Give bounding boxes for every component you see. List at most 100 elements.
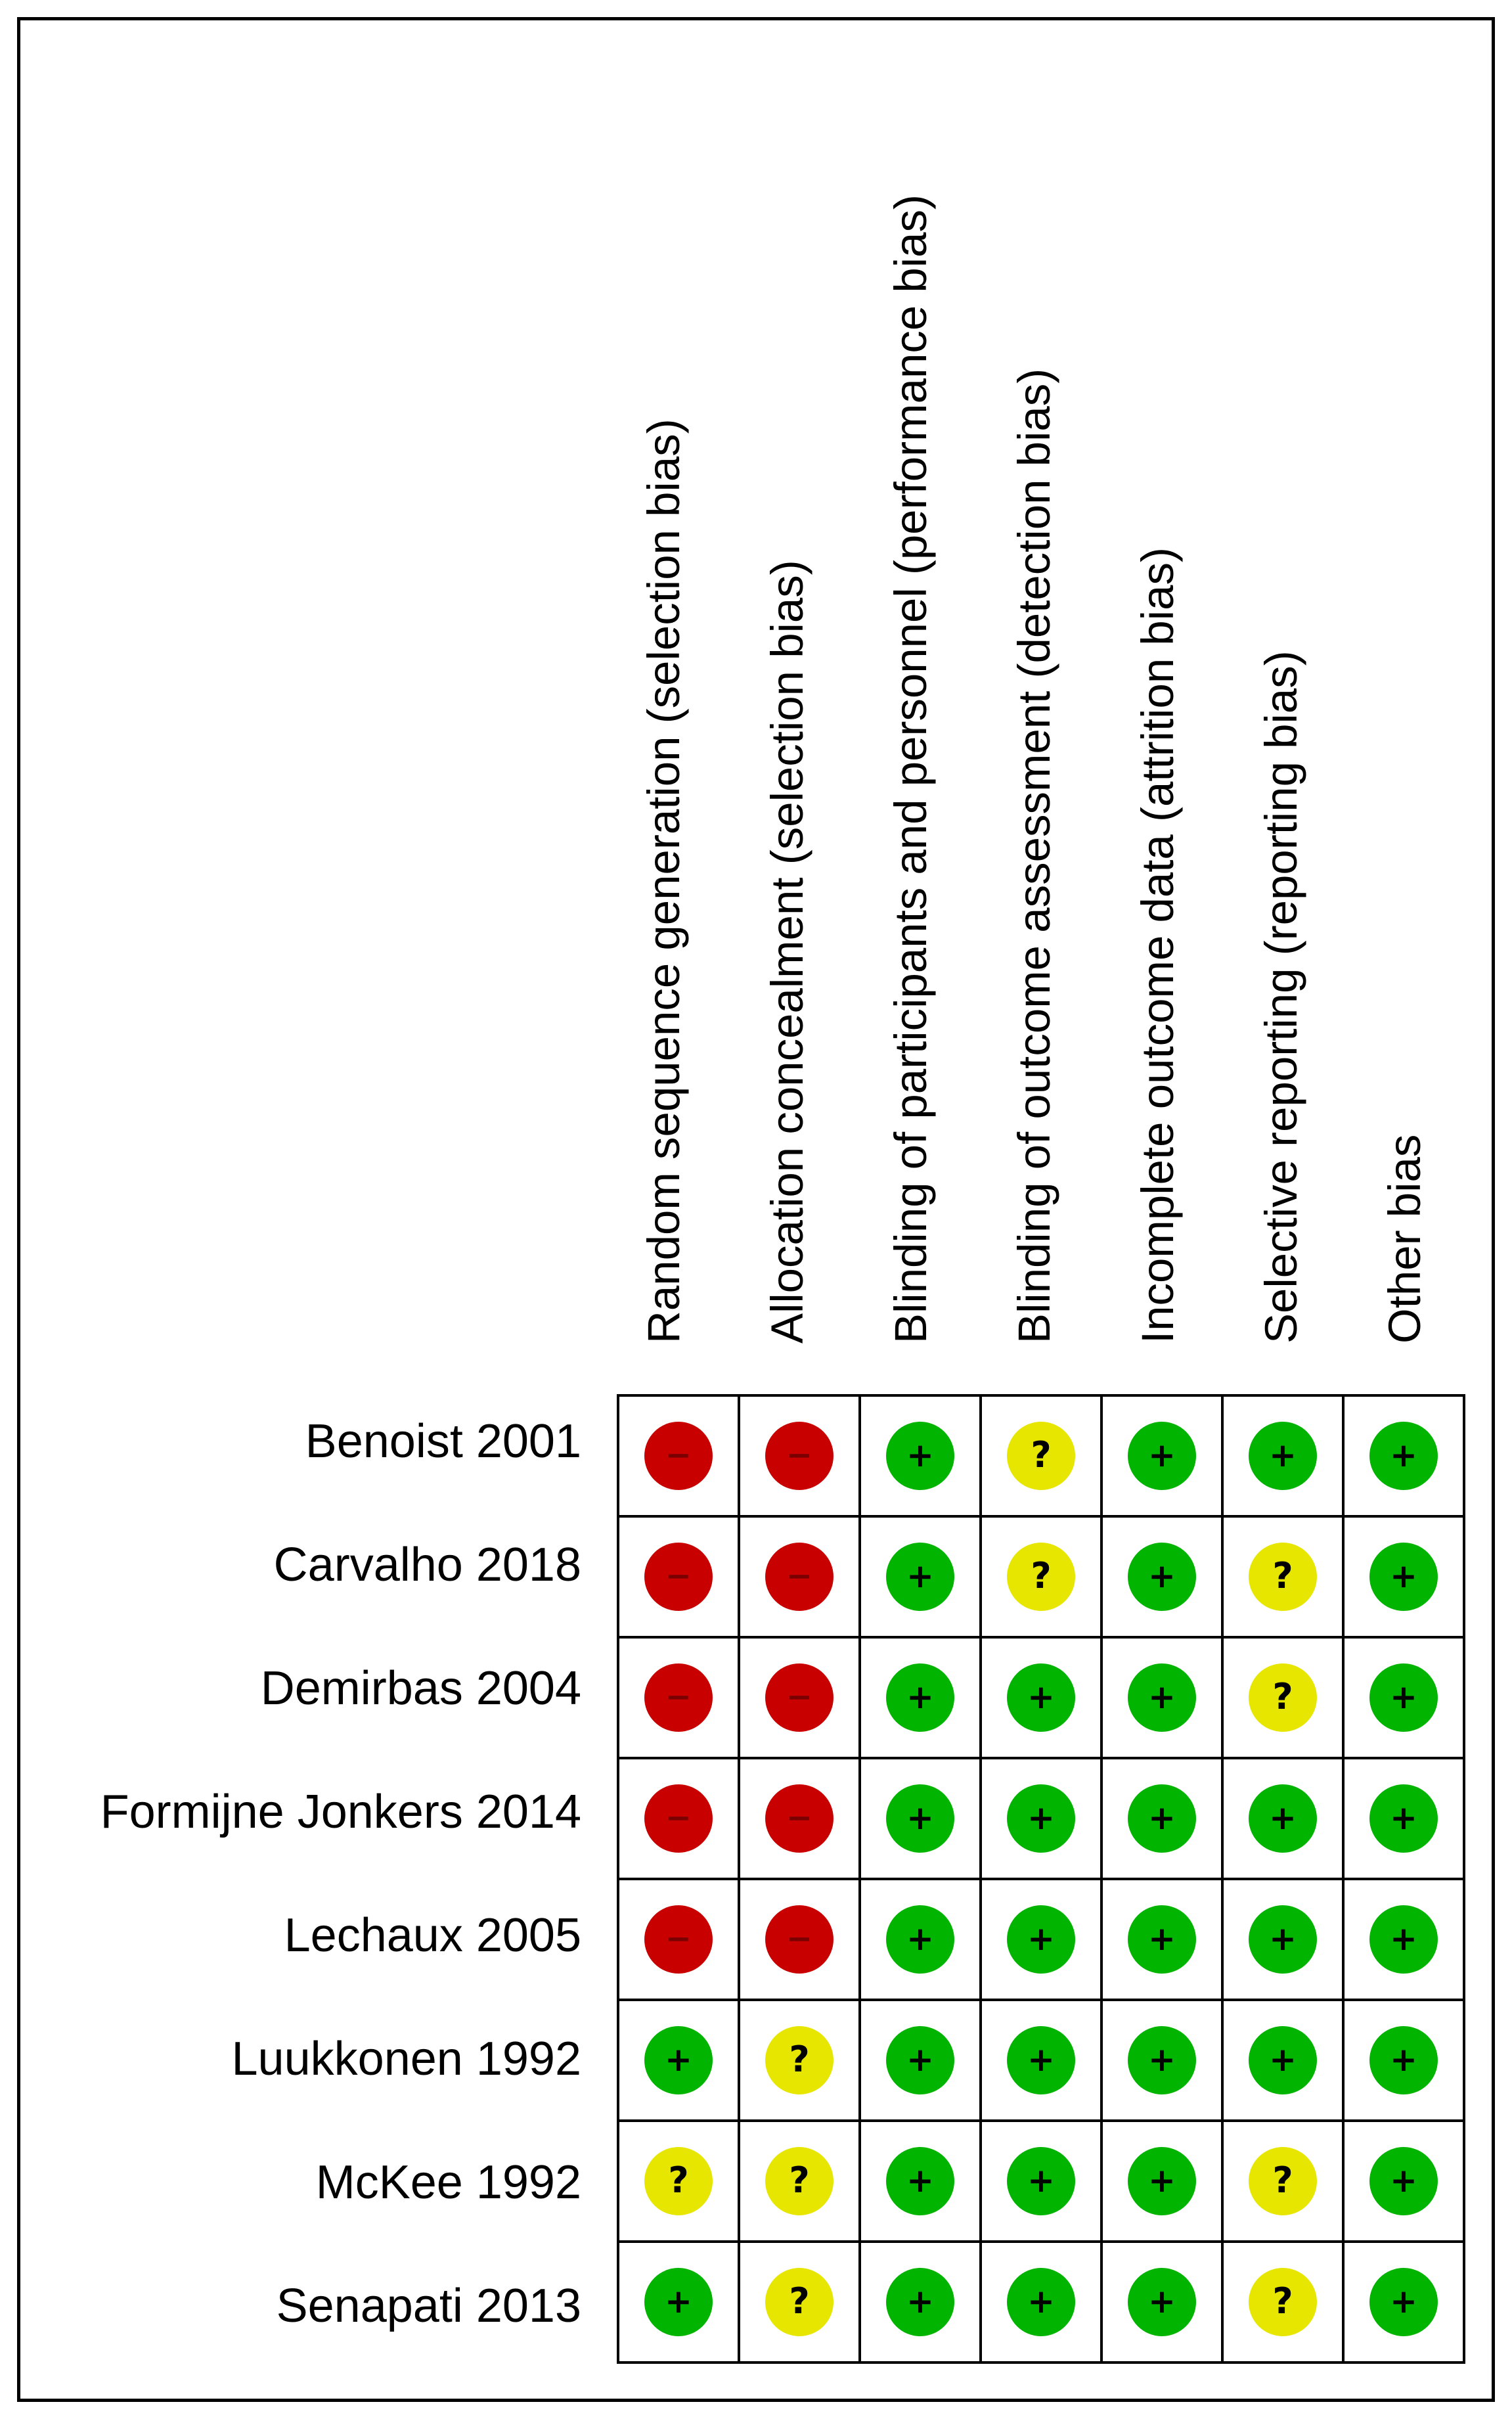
low-risk-icon: + xyxy=(1006,1663,1076,1732)
high-risk-symbol: − xyxy=(665,1558,692,1594)
low-risk-icon: + xyxy=(885,2146,955,2216)
high-risk-symbol: − xyxy=(665,1920,692,1957)
judgement-cell: + xyxy=(979,1999,1103,2122)
low-risk-icon: + xyxy=(1369,2146,1438,2216)
unclear-risk-icon: ? xyxy=(644,2146,713,2216)
judgement-cell: + xyxy=(979,2240,1103,2364)
low-risk-symbol: + xyxy=(1390,1678,1417,1716)
judgement-cell: ? xyxy=(1221,2240,1345,2364)
unclear-risk-icon: ? xyxy=(1248,1663,1318,1732)
judgement-cell: + xyxy=(979,1757,1103,1880)
table-row: − − + + + + + xyxy=(617,1878,1465,2001)
low-risk-symbol: + xyxy=(1269,1436,1297,1474)
low-risk-icon: + xyxy=(1248,1905,1318,1974)
high-risk-icon: − xyxy=(644,1663,713,1732)
judgement-cell: + xyxy=(1100,2240,1224,2364)
unclear-risk-symbol: ? xyxy=(1272,1555,1293,1596)
domain-header: Random sequence generation (selection bi… xyxy=(638,418,689,1344)
judgement-cell: + xyxy=(858,2240,982,2364)
low-risk-icon: + xyxy=(1127,2146,1197,2216)
unclear-risk-icon: ? xyxy=(1248,1542,1318,1612)
high-risk-symbol: − xyxy=(786,1558,812,1594)
judgement-cell: − xyxy=(738,1394,861,1518)
judgement-cell: + xyxy=(979,2119,1103,2243)
low-risk-icon: + xyxy=(1127,1905,1197,1974)
low-risk-symbol: + xyxy=(906,2041,934,2079)
judgement-cell: ? xyxy=(979,1515,1103,1639)
judgement-cell: ? xyxy=(738,1999,861,2122)
low-risk-symbol: + xyxy=(665,2041,692,2079)
low-risk-symbol: + xyxy=(1148,1920,1176,1958)
high-risk-icon: − xyxy=(765,1905,834,1974)
low-risk-icon: + xyxy=(1006,2025,1076,2095)
low-risk-symbol: + xyxy=(1148,1436,1176,1474)
high-risk-icon: − xyxy=(765,1663,834,1732)
unclear-risk-symbol: ? xyxy=(1031,1434,1051,1476)
judgement-cell: + xyxy=(1100,1515,1224,1639)
judgement-cell: + xyxy=(617,2240,740,2364)
judgement-cell: − xyxy=(617,1878,740,2001)
low-risk-symbol: + xyxy=(1390,1557,1417,1595)
low-risk-symbol: + xyxy=(906,1799,934,1837)
high-risk-symbol: − xyxy=(786,1679,812,1715)
unclear-risk-icon: ? xyxy=(765,2025,834,2095)
unclear-risk-icon: ? xyxy=(1006,1542,1076,1612)
low-risk-icon: + xyxy=(1369,1784,1438,1853)
low-risk-symbol: + xyxy=(1027,1678,1055,1716)
judgement-cell: + xyxy=(1342,2119,1465,2243)
low-risk-symbol: + xyxy=(1148,1557,1176,1595)
risk-of-bias-grid: − − +? + + + − − +? +? + − − + + +? + − − + + + + + − − + + + + + +? + + +… xyxy=(617,1394,1465,2364)
high-risk-symbol: − xyxy=(786,1437,812,1474)
low-risk-symbol: + xyxy=(906,1920,934,1958)
judgement-cell: − xyxy=(738,1515,861,1639)
judgement-cell: + xyxy=(1342,1999,1465,2122)
judgement-cell: + xyxy=(1100,1757,1224,1880)
low-risk-symbol: + xyxy=(1269,1799,1297,1837)
judgement-cell: + xyxy=(858,1515,982,1639)
judgement-cell: + xyxy=(1221,1999,1345,2122)
judgement-cell: + xyxy=(858,1999,982,2122)
judgement-cell: + xyxy=(1100,1394,1224,1518)
low-risk-icon: + xyxy=(885,2267,955,2337)
low-risk-icon: + xyxy=(1369,1421,1438,1491)
table-row: +? + + +? + xyxy=(617,2240,1465,2364)
unclear-risk-symbol: ? xyxy=(1272,1676,1293,1717)
judgement-cell: ? xyxy=(979,1394,1103,1518)
unclear-risk-symbol: ? xyxy=(789,2039,809,2080)
low-risk-icon: + xyxy=(1248,1784,1318,1853)
study-label: Luukkonen 1992 xyxy=(231,2033,581,2085)
domain-header: Other bias xyxy=(1379,1134,1430,1344)
high-risk-symbol: − xyxy=(786,1799,812,1836)
low-risk-icon: + xyxy=(1006,2146,1076,2216)
study-label: Lechaux 2005 xyxy=(284,1909,581,1962)
low-risk-symbol: + xyxy=(906,2161,934,2200)
low-risk-symbol: + xyxy=(1390,1436,1417,1474)
domain-header: Incomplete outcome data (attrition bias) xyxy=(1132,547,1183,1344)
low-risk-symbol: + xyxy=(1390,2282,1417,2320)
low-risk-icon: + xyxy=(885,1784,955,1853)
high-risk-symbol: − xyxy=(665,1437,692,1474)
judgement-cell: − xyxy=(617,1757,740,1880)
unclear-risk-icon: ? xyxy=(765,2146,834,2216)
low-risk-icon: + xyxy=(1127,2025,1197,2095)
judgement-cell: + xyxy=(858,1636,982,1759)
unclear-risk-icon: ? xyxy=(1248,2146,1318,2216)
low-risk-icon: + xyxy=(1127,1663,1197,1732)
study-label: Demirbas 2004 xyxy=(260,1662,581,1715)
study-label: Senapati 2013 xyxy=(276,2280,581,2332)
table-row: − − + + +? + xyxy=(617,1636,1465,1759)
low-risk-icon: + xyxy=(644,2025,713,2095)
judgement-cell: + xyxy=(858,1878,982,2001)
judgement-cell: + xyxy=(1342,1636,1465,1759)
low-risk-icon: + xyxy=(885,1663,955,1732)
domain-header: Blinding of outcome assessment (detectio… xyxy=(1009,368,1059,1344)
low-risk-icon: + xyxy=(644,2267,713,2337)
judgement-cell: + xyxy=(1342,1515,1465,1639)
judgement-cell: + xyxy=(979,1636,1103,1759)
low-risk-icon: + xyxy=(1127,2267,1197,2337)
high-risk-icon: − xyxy=(644,1905,713,1974)
low-risk-symbol: + xyxy=(906,1678,934,1716)
judgement-cell: + xyxy=(1342,2240,1465,2364)
study-label: Carvalho 2018 xyxy=(273,1539,581,1591)
low-risk-symbol: + xyxy=(906,2282,934,2320)
